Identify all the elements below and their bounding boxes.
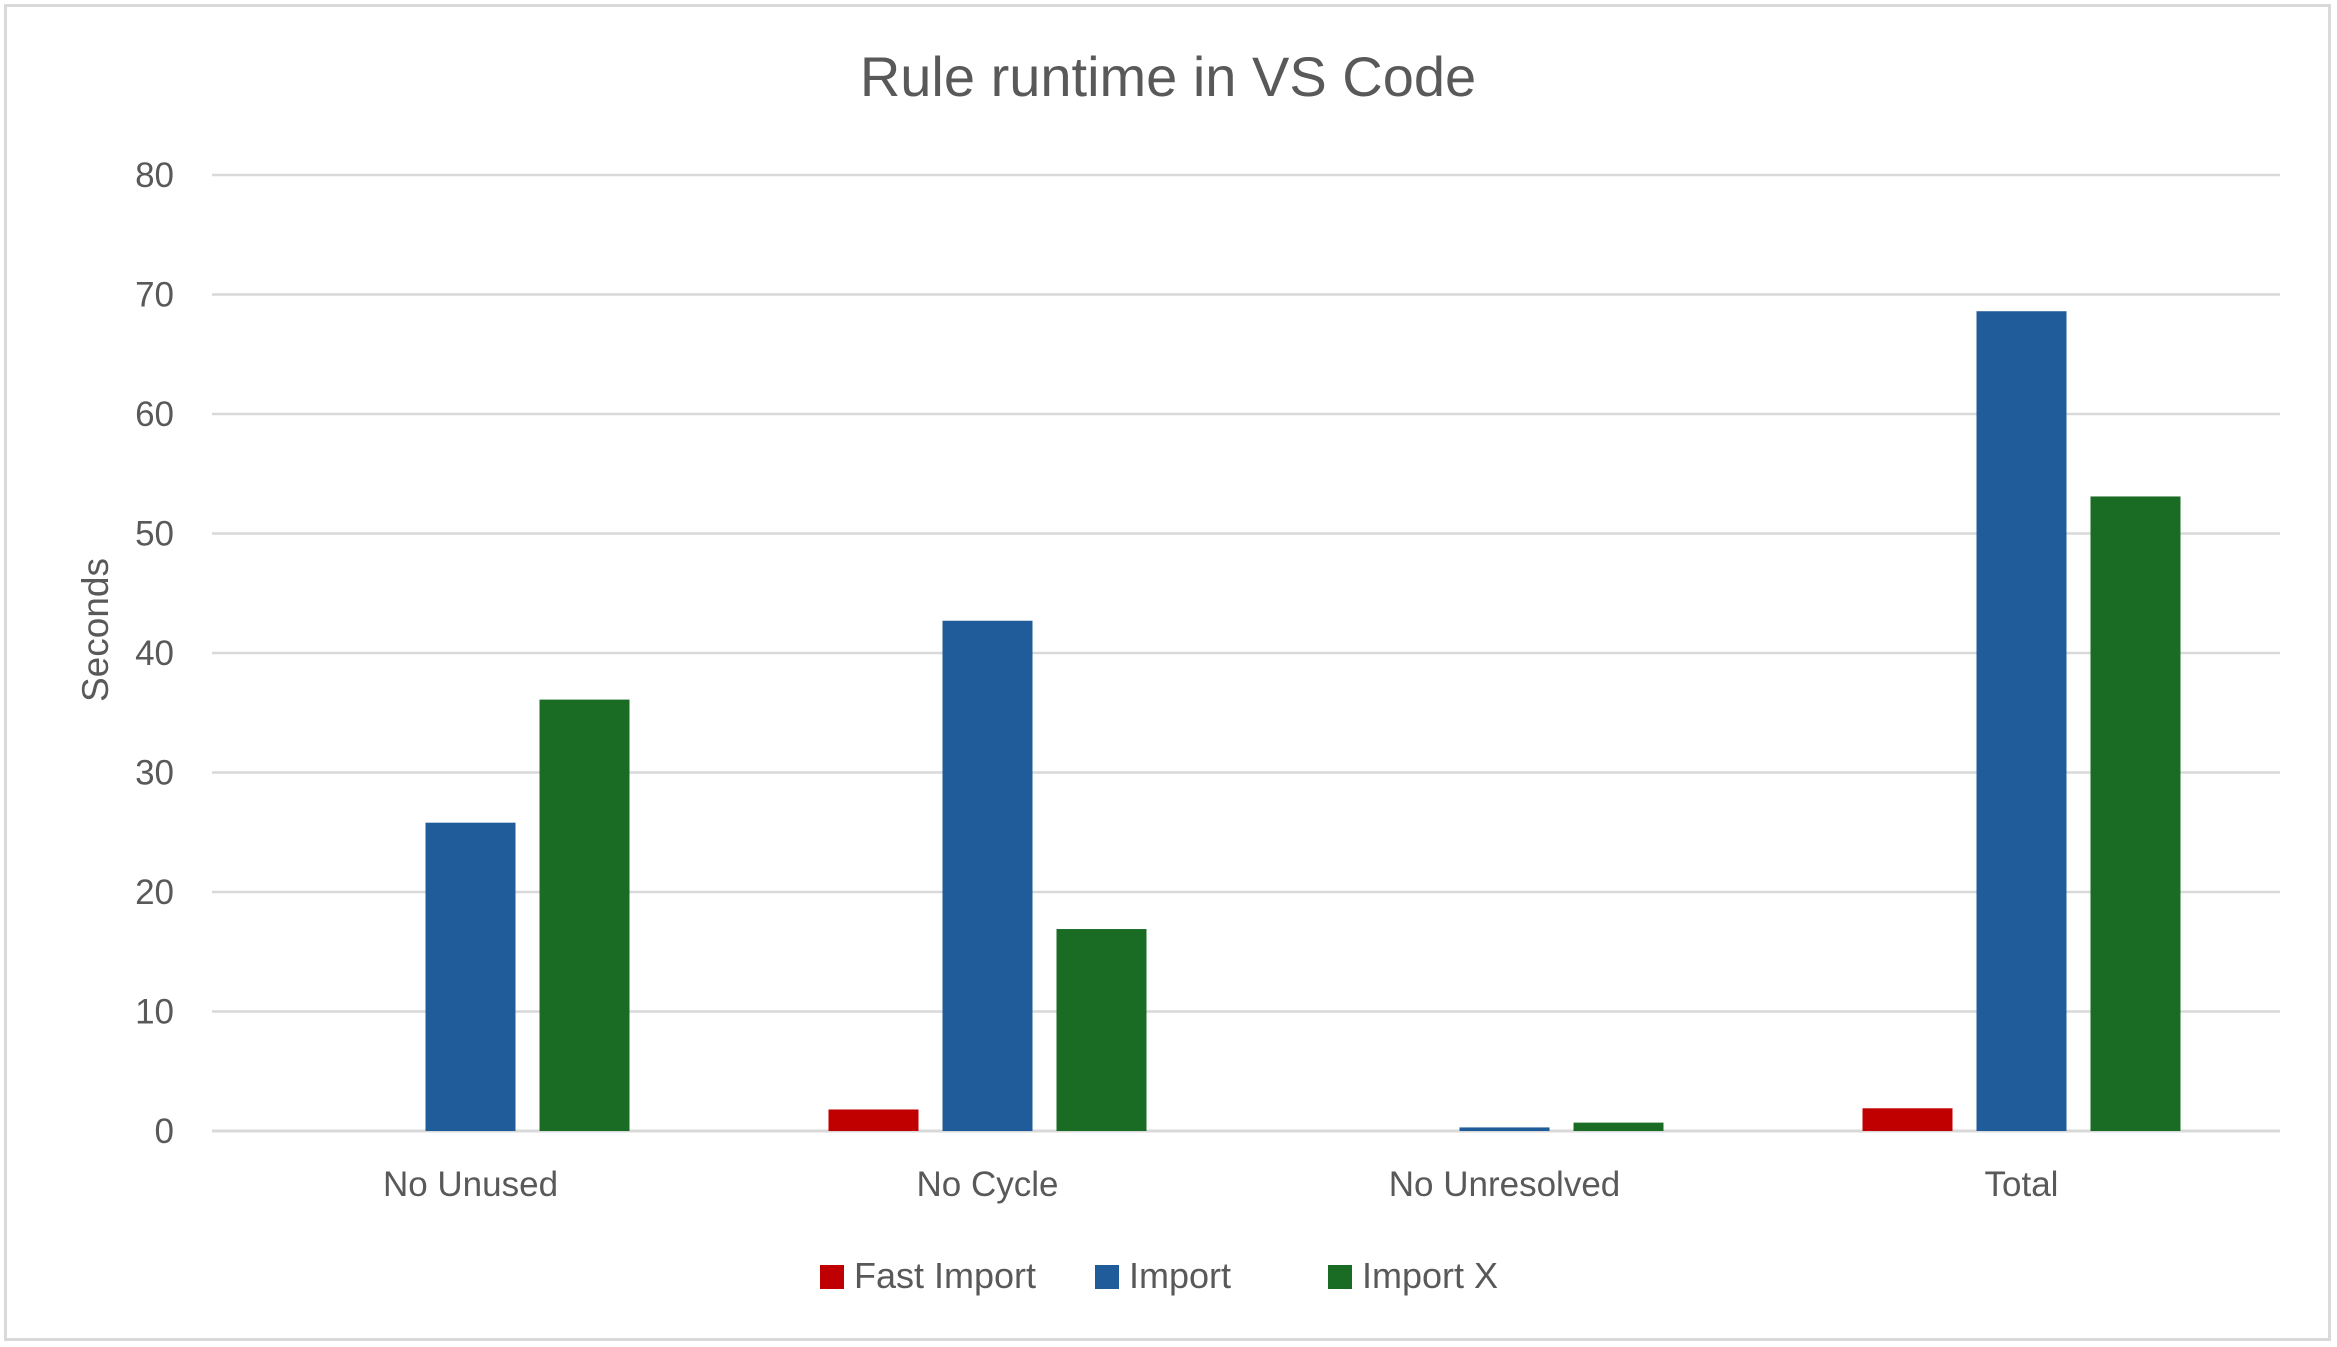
y-tick-label: 20 bbox=[135, 873, 174, 912]
y-tick-label: 80 bbox=[135, 156, 174, 195]
bar bbox=[1862, 1108, 1953, 1131]
x-tick-label: No Unused bbox=[383, 1165, 558, 1204]
y-tick-label: 0 bbox=[155, 1112, 174, 1151]
x-tick-labels: No Unused No Cycle No Unresolved Total bbox=[383, 1165, 2059, 1204]
y-tick-label: 50 bbox=[135, 515, 174, 554]
x-tick-label: Total bbox=[1985, 1165, 2059, 1204]
y-tick-labels: 0 10 20 30 40 50 60 70 80 bbox=[135, 156, 174, 1151]
gridlines bbox=[212, 173, 2280, 1133]
bars bbox=[425, 311, 2181, 1132]
bar bbox=[1573, 1122, 1664, 1131]
bar bbox=[1976, 311, 2067, 1132]
bar bbox=[1056, 929, 1147, 1131]
y-tick-label: 60 bbox=[135, 395, 174, 434]
bar bbox=[828, 1109, 919, 1131]
chart-title: Rule runtime in VS Code bbox=[860, 45, 1476, 108]
legend-label: Import bbox=[1129, 1255, 1231, 1296]
bar bbox=[942, 620, 1033, 1131]
y-tick-label: 30 bbox=[135, 754, 174, 793]
legend-swatch bbox=[1095, 1265, 1119, 1289]
x-tick-label: No Cycle bbox=[917, 1165, 1059, 1204]
bar bbox=[425, 822, 516, 1131]
legend-label: Import X bbox=[1362, 1255, 1498, 1296]
bar bbox=[539, 699, 630, 1131]
legend-swatch bbox=[1328, 1265, 1352, 1289]
y-tick-label: 70 bbox=[135, 276, 174, 315]
x-tick-label: No Unresolved bbox=[1389, 1165, 1621, 1204]
bar bbox=[1459, 1127, 1550, 1131]
legend: Fast Import Import Import X bbox=[820, 1255, 1498, 1296]
legend-label: Fast Import bbox=[854, 1255, 1036, 1296]
legend-swatch bbox=[820, 1265, 844, 1289]
bar bbox=[2090, 496, 2181, 1132]
y-tick-label: 10 bbox=[135, 993, 174, 1032]
y-axis-title: Seconds bbox=[75, 558, 116, 702]
y-tick-label: 40 bbox=[135, 634, 174, 673]
